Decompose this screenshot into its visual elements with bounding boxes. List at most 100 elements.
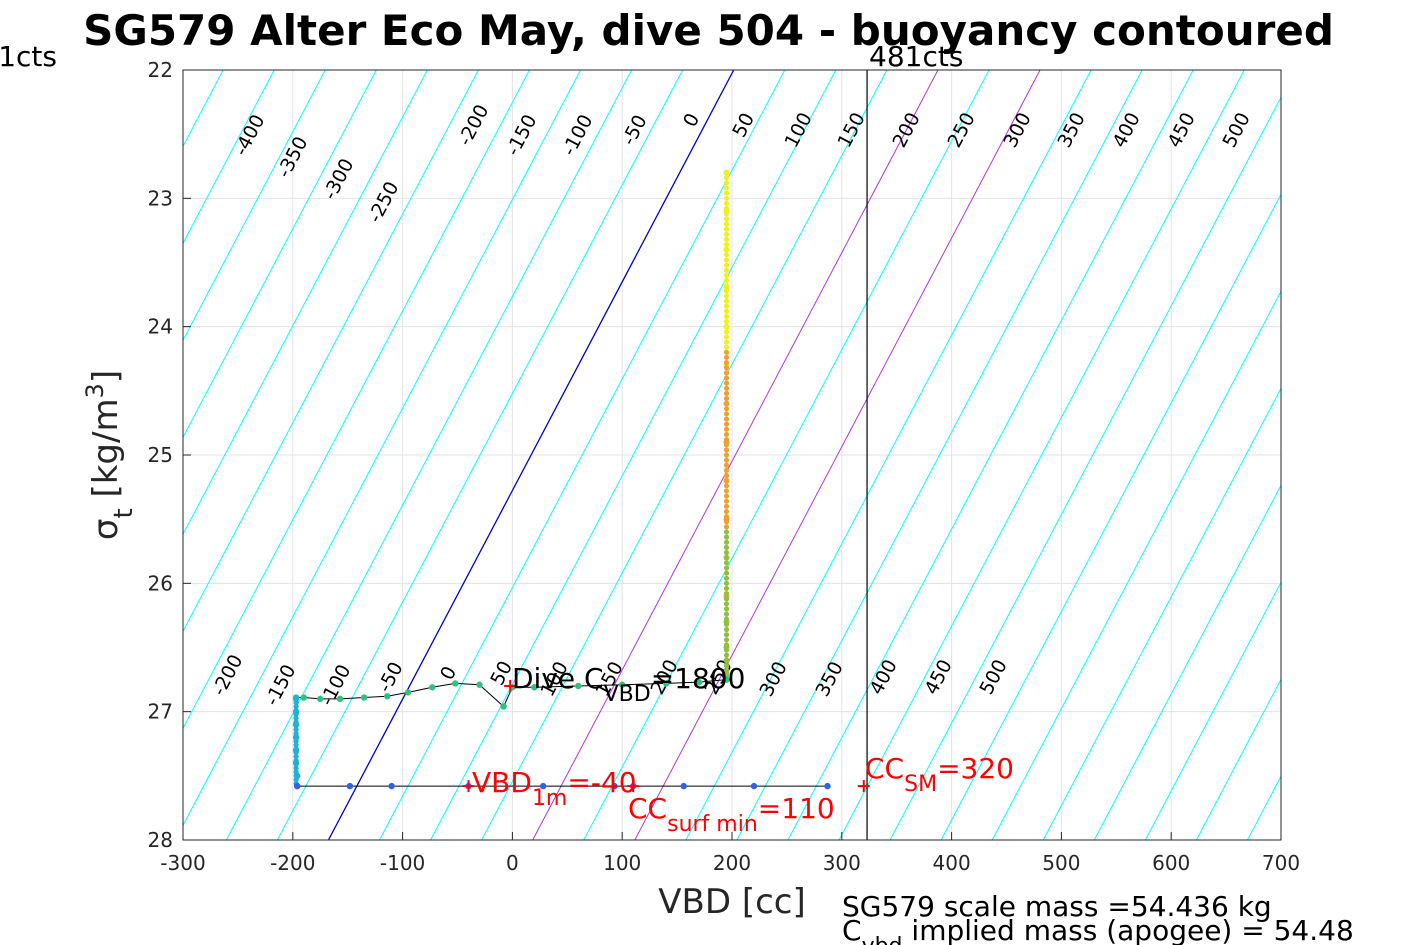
data-point [336, 695, 344, 703]
x-tick-label: -300 [160, 851, 205, 875]
y-label-sup: 3 [81, 383, 109, 398]
contour-line [276, 70, 684, 840]
contour-line [532, 70, 939, 840]
y-axis-ticks: 22 23 24 25 26 27 28 [148, 58, 191, 852]
contour-line [481, 70, 888, 840]
data-point [723, 560, 730, 566]
data-point [723, 626, 730, 633]
contour-line [1093, 484, 1281, 840]
y-tick-label: 27 [148, 700, 173, 724]
data-point [723, 668, 730, 674]
data-point [723, 272, 730, 278]
x-tick-label: 100 [603, 851, 641, 875]
data-point [452, 680, 459, 687]
x-tick-label: 400 [933, 851, 971, 875]
contour-lines [183, 70, 1417, 840]
x-axis-label: VBD [cc] [658, 882, 806, 922]
data-point [723, 380, 730, 386]
data-point [293, 727, 299, 733]
data-point [723, 339, 730, 345]
data-point [723, 416, 730, 422]
data-point [611, 782, 618, 790]
data-point [723, 544, 730, 551]
y-tick-label: 22 [148, 58, 173, 82]
data-point [723, 411, 730, 417]
data-point [723, 519, 730, 525]
data-point [723, 601, 730, 607]
data-point [723, 170, 730, 176]
data-point [695, 678, 703, 686]
footer-scale-mass: SG579 scale mass =54.436 kg [842, 890, 1272, 923]
data-point [723, 575, 730, 581]
data-point [723, 329, 730, 335]
data-point [750, 782, 758, 790]
y-tick-label: 26 [148, 571, 173, 595]
data-point [723, 524, 730, 530]
data-point [293, 738, 299, 744]
data-point [723, 354, 730, 361]
data-point [723, 508, 730, 515]
footer-implied-mass: Cvbd implied mass (apogee) = 54.48 [842, 914, 1354, 945]
y-tick-label: 25 [148, 443, 173, 467]
x-tick-label: 200 [713, 851, 751, 875]
data-point [723, 190, 730, 196]
contour-line [183, 70, 377, 439]
data-point [723, 462, 730, 468]
contour-line [1195, 678, 1281, 840]
contour-line [379, 70, 786, 840]
data-point [293, 703, 299, 710]
data-point [723, 200, 730, 207]
contour-line [183, 70, 326, 342]
contour-line [889, 96, 1281, 840]
data-point [723, 221, 730, 227]
contour-line [991, 290, 1281, 840]
y-label-sigma: σ [86, 519, 126, 541]
data-point [293, 746, 299, 752]
data-point [723, 298, 730, 304]
data-point [723, 257, 730, 263]
data-point [293, 734, 299, 740]
data-point [723, 580, 730, 586]
data-point [293, 753, 299, 760]
data-point [723, 483, 730, 489]
data-point [723, 308, 730, 314]
data-point [723, 534, 730, 540]
contour-line [183, 70, 530, 730]
data-point [723, 442, 730, 448]
contour-line [183, 70, 479, 633]
data-point [723, 642, 730, 648]
contour-line [1401, 70, 1417, 840]
data-point [723, 344, 730, 350]
data-point [680, 782, 687, 790]
data-point [723, 226, 730, 232]
data-point [723, 401, 730, 407]
data-point [293, 723, 299, 729]
x-tick-label: 500 [1042, 851, 1080, 875]
data-point [360, 694, 368, 701]
data-point [723, 395, 730, 402]
data-series [292, 169, 831, 790]
data-point [293, 750, 299, 756]
data-point [723, 596, 730, 602]
data-point [293, 765, 299, 771]
data-point [575, 682, 582, 690]
data-point [723, 570, 730, 576]
y-tick-label: 24 [148, 315, 173, 339]
data-point [723, 252, 730, 258]
y-tick-label: 23 [148, 186, 173, 210]
data-point [293, 769, 299, 775]
contour-line [583, 70, 990, 840]
x-axis-ticks: -300 -200 -100 0 100 200 300 400 500 600 700 [160, 832, 1300, 875]
data-point [723, 211, 730, 217]
contour-line [1350, 70, 1417, 840]
contour-line [430, 70, 837, 840]
data-point [723, 539, 730, 545]
data-point [723, 360, 730, 366]
data-point [293, 707, 299, 713]
data-point [723, 421, 730, 427]
x-tick-label: 0 [506, 851, 519, 875]
data-point [531, 684, 538, 691]
data-point [723, 676, 730, 683]
data-point [723, 478, 730, 484]
data-point [723, 503, 730, 509]
